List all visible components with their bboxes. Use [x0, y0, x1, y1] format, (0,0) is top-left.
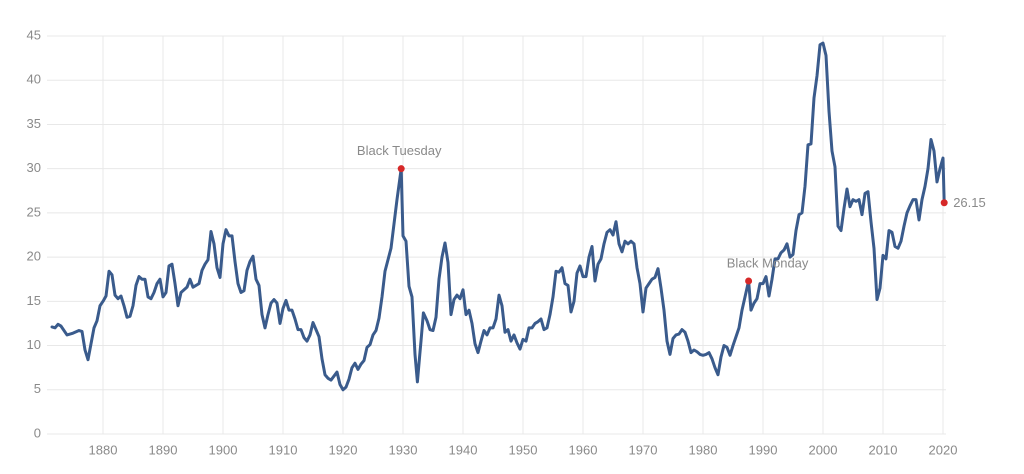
y-tick-label: 25	[27, 204, 41, 219]
x-tick-label: 1910	[269, 442, 298, 457]
y-tick-label: 20	[27, 249, 41, 264]
x-tick-label: 1960	[569, 442, 598, 457]
x-tick-label: 1890	[149, 442, 178, 457]
annotation-label: Black Monday	[727, 255, 809, 270]
y-tick-label: 40	[27, 72, 41, 87]
data-line	[50, 41, 946, 392]
annotation-label: Black Tuesday	[357, 143, 442, 158]
x-tick-label: 1880	[89, 442, 118, 457]
y-tick-label: 35	[27, 116, 41, 131]
x-tick-label: 2020	[929, 442, 958, 457]
annotation-point	[745, 277, 753, 285]
annotation-point	[397, 165, 405, 173]
x-tick-label: 1900	[209, 442, 238, 457]
x-tick-label: 1920	[329, 442, 358, 457]
y-tick-label: 45	[27, 27, 41, 42]
x-tick-label: 1940	[449, 442, 478, 457]
y-tick-label: 5	[34, 381, 41, 396]
x-tick-label: 1990	[749, 442, 778, 457]
y-tick-label: 0	[34, 425, 41, 440]
x-tick-label: 1970	[629, 442, 658, 457]
y-tick-label: 10	[27, 337, 41, 352]
x-tick-label: 2010	[869, 442, 898, 457]
y-tick-label: 30	[27, 160, 41, 175]
x-tick-label: 1930	[389, 442, 418, 457]
last-point	[940, 199, 948, 207]
last-value-label: 26.15	[953, 195, 986, 210]
y-tick-label: 15	[27, 293, 41, 308]
x-tick-label: 2000	[809, 442, 838, 457]
x-tick-label: 1950	[509, 442, 538, 457]
x-tick-label: 1980	[689, 442, 718, 457]
